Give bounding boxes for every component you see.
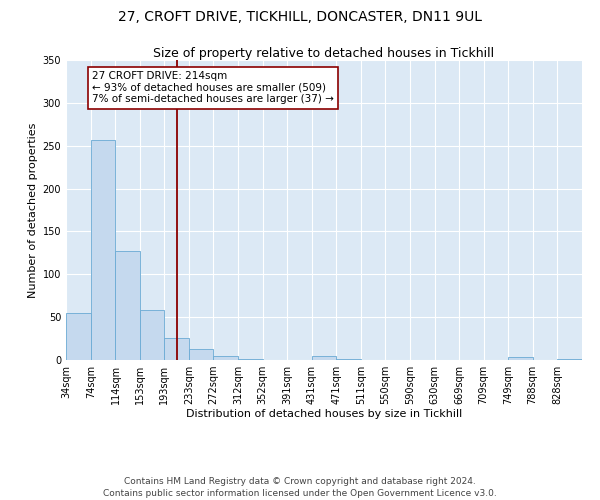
X-axis label: Distribution of detached houses by size in Tickhill: Distribution of detached houses by size … <box>186 408 462 418</box>
Y-axis label: Number of detached properties: Number of detached properties <box>28 122 38 298</box>
Bar <box>140 310 164 360</box>
Bar <box>91 140 115 360</box>
Bar <box>189 349 213 360</box>
Title: Size of property relative to detached houses in Tickhill: Size of property relative to detached ho… <box>154 47 494 60</box>
Bar <box>66 313 91 360</box>
Text: Contains HM Land Registry data © Crown copyright and database right 2024.
Contai: Contains HM Land Registry data © Crown c… <box>103 476 497 498</box>
Bar <box>164 338 189 360</box>
Bar <box>337 359 361 360</box>
Text: 27 CROFT DRIVE: 214sqm
← 93% of detached houses are smaller (509)
7% of semi-det: 27 CROFT DRIVE: 214sqm ← 93% of detached… <box>92 71 334 104</box>
Bar <box>508 356 533 360</box>
Bar <box>238 359 263 360</box>
Bar <box>311 356 337 360</box>
Bar <box>557 359 582 360</box>
Bar <box>213 356 238 360</box>
Text: 27, CROFT DRIVE, TICKHILL, DONCASTER, DN11 9UL: 27, CROFT DRIVE, TICKHILL, DONCASTER, DN… <box>118 10 482 24</box>
Bar <box>115 251 140 360</box>
